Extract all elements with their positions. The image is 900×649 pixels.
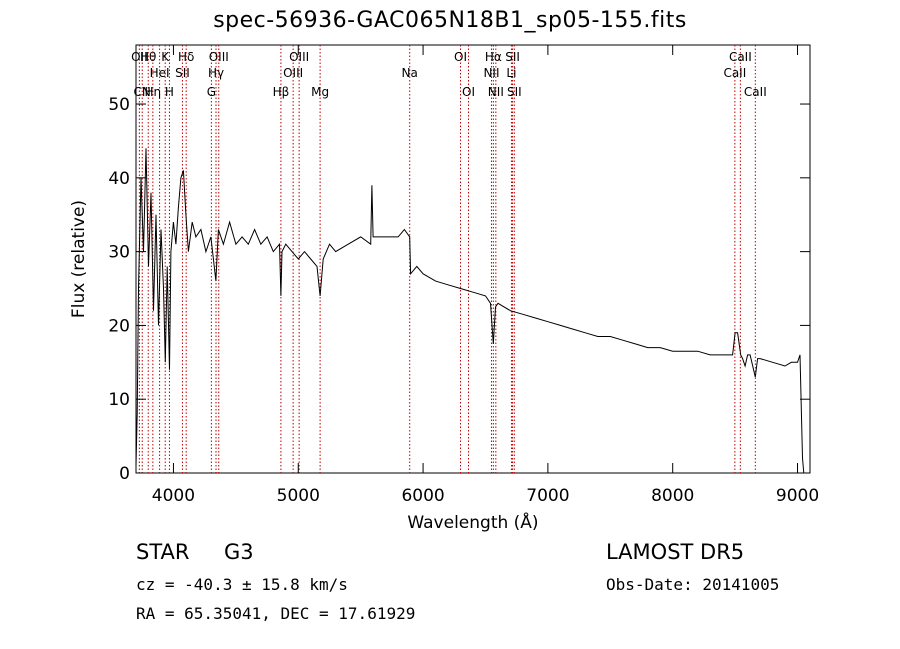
obs-date: Obs-Date: 20141005 — [606, 575, 780, 594]
line-label: Mg — [311, 85, 329, 99]
x-axis-label: Wavelength (Å) — [407, 511, 538, 533]
y-tick-label: 30 — [108, 243, 130, 263]
line-label: SII — [175, 66, 190, 80]
line-label: Hγ — [208, 66, 224, 80]
object-class: STAR — [136, 540, 190, 564]
line-label: CaII — [729, 50, 752, 64]
spectral-line-markers — [138, 45, 756, 473]
x-tick-label: 9000 — [776, 486, 819, 506]
y-tick-label: 10 — [108, 390, 130, 410]
line-label: OIII — [283, 66, 303, 80]
line-label: OII — [131, 50, 148, 64]
chart-title: spec-56936-GAC065N18B1_sp05-155.fits — [213, 8, 687, 33]
line-label: Hα — [485, 50, 502, 64]
x-tick-label: 6000 — [401, 486, 444, 506]
line-label: NII — [488, 85, 504, 99]
y-tick-label: 20 — [108, 316, 130, 336]
x-tick-label: 8000 — [651, 486, 694, 506]
x-tick-label: 4000 — [152, 486, 195, 506]
line-label: CN — [134, 85, 151, 99]
line-label: SII — [505, 50, 520, 64]
line-label: H — [165, 85, 174, 99]
line-label: NII — [483, 66, 499, 80]
line-label: Li — [506, 66, 516, 80]
x-tick-label: 5000 — [277, 486, 320, 506]
line-label: Hη — [145, 85, 162, 99]
spectrum-line — [135, 148, 805, 474]
line-label: CaII — [744, 85, 767, 99]
line-label: OIII — [289, 50, 309, 64]
line-label: K — [161, 50, 170, 64]
plot-frame — [135, 44, 811, 474]
line-label: Hβ — [273, 85, 290, 99]
spectral-line-labels: OIICNHθHηHeIKHSIIHδGHγOIIIHβOIIIOIIIMgNa… — [131, 50, 767, 99]
y-tick-label: 0 — [119, 464, 130, 484]
line-label: Hθ — [140, 50, 156, 64]
coordinates: RA = 65.35041, DEC = 17.61929 — [136, 604, 416, 623]
axis-ticks: 4000 5000 6000 7000 8000 9000 0 10 20 30 40 50 — [108, 45, 819, 506]
line-label: OI — [462, 85, 475, 99]
x-tick-label: 7000 — [526, 486, 569, 506]
line-label: SII — [507, 85, 522, 99]
line-label: Hδ — [178, 50, 194, 64]
line-label: CaII — [723, 66, 746, 80]
line-label: G — [207, 85, 216, 99]
redshift-text: cz = -40.3 ± 15.8 km/s — [136, 575, 348, 594]
y-axis-label: Flux (relative) — [69, 200, 89, 318]
y-tick-label: 40 — [108, 169, 130, 189]
line-label: OIII — [209, 50, 229, 64]
line-label: Na — [402, 66, 418, 80]
survey-name: LAMOST DR5 — [606, 540, 745, 564]
object-subclass: G3 — [224, 540, 254, 564]
line-label: OI — [454, 50, 467, 64]
line-label: HeI — [150, 66, 170, 80]
y-tick-label: 50 — [108, 95, 130, 115]
